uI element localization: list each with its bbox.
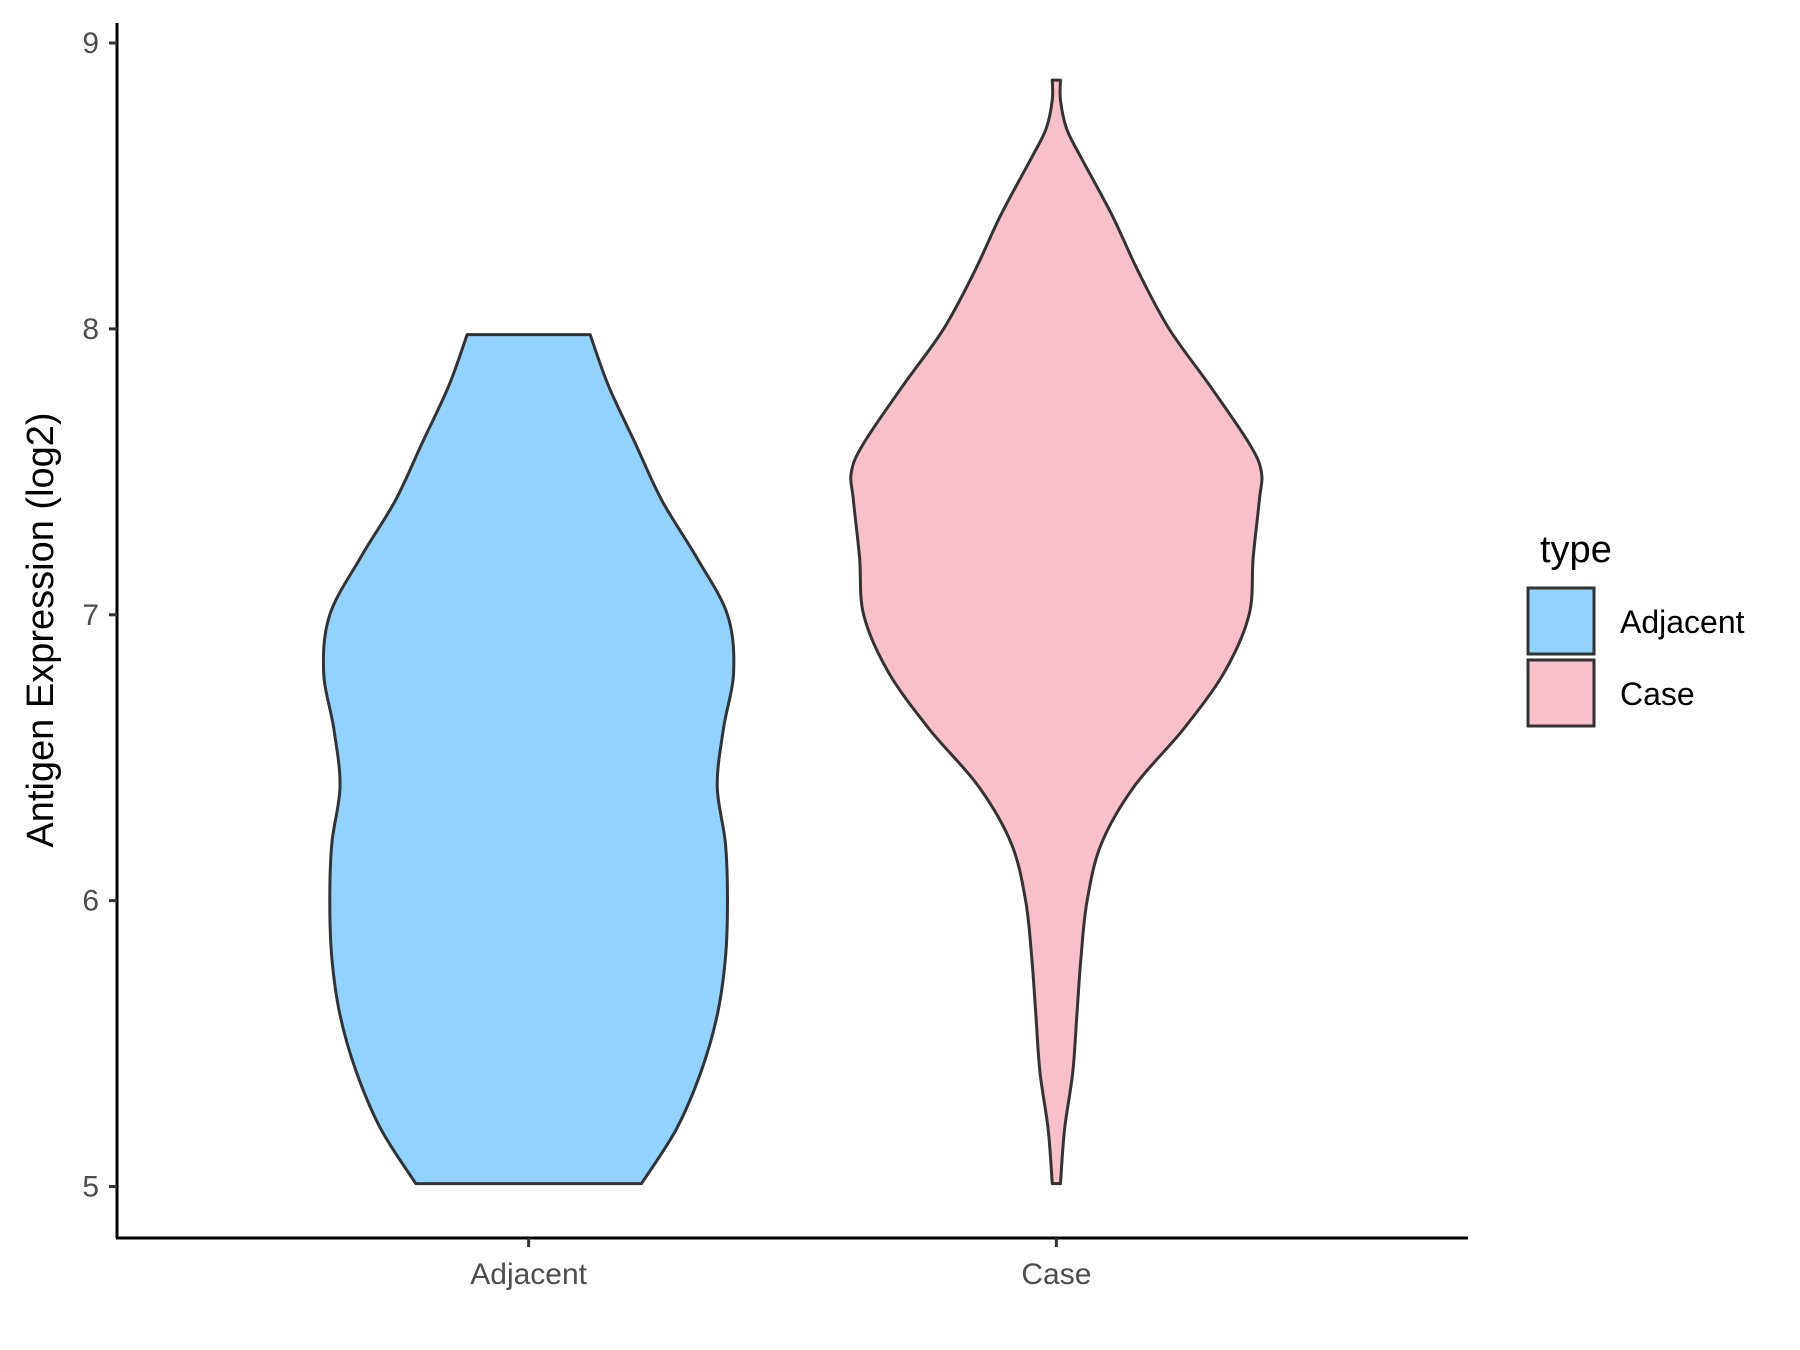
x-tick-label-adjacent: Adjacent — [470, 1258, 587, 1291]
legend-label-adjacent: Adjacent — [1620, 604, 1745, 640]
legend-title: type — [1540, 529, 1612, 571]
y-tick-label: 6 — [82, 885, 99, 918]
legend: type Adjacent Case — [1526, 529, 1745, 728]
legend-entries: Adjacent Case — [1526, 586, 1745, 728]
plot-area: 5 6 7 8 9 Adjacent Case Antigen Expression (l… — [20, 23, 1468, 1291]
legend-swatch-adjacent — [1526, 586, 1596, 656]
y-tick-label: 7 — [82, 599, 99, 632]
x-ticks: Adjacent Case — [470, 1238, 1091, 1291]
y-ticks: 5 6 7 8 9 — [82, 27, 117, 1204]
violin-case — [849, 78, 1264, 1186]
x-tick-label-case: Case — [1021, 1258, 1091, 1291]
y-tick-label: 5 — [82, 1171, 99, 1204]
y-axis-title: Antigen Expression (log2) — [20, 412, 62, 847]
legend-label-case: Case — [1620, 676, 1695, 712]
y-tick-label: 8 — [82, 313, 99, 346]
violin-adjacent — [321, 333, 736, 1186]
legend-swatch-case — [1526, 658, 1596, 728]
axes: 5 6 7 8 9 Adjacent Case — [82, 23, 1468, 1291]
y-tick-label: 9 — [82, 27, 99, 60]
violins — [321, 78, 1264, 1186]
